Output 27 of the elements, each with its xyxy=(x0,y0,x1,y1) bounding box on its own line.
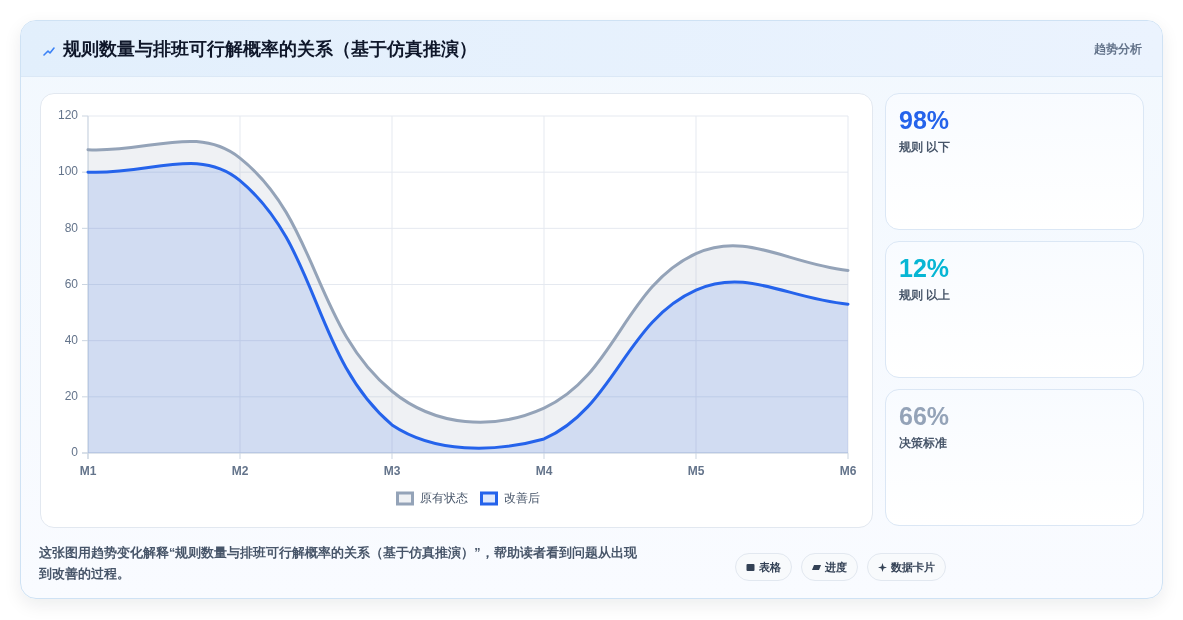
legend-label: 原有状态 xyxy=(420,491,468,504)
text: 趋势分析 xyxy=(1094,41,1142,57)
x-tick-label: M6 xyxy=(839,464,857,479)
text: 66% xyxy=(899,402,950,430)
y-tick-label: 60 xyxy=(64,276,79,291)
y-tick-label: 100 xyxy=(57,164,79,179)
chart-title: 规则数量与排班可行解概率的关系（基于仿真推演） xyxy=(63,38,477,61)
x-tick-label: M2 xyxy=(231,464,249,479)
text: 进度 xyxy=(825,559,847,575)
y-tick-label: 20 xyxy=(64,389,79,404)
text: 这张图用趋势变化解释“规则数量与排班可行解概率的关系（基于仿真推演）”，帮助读者看到问题从出现到改善的过程。 xyxy=(39,545,638,583)
category-label: 规则 以下 xyxy=(899,140,951,155)
y-tick-label: 120 xyxy=(57,108,79,123)
x-tick-label: M1 xyxy=(79,464,97,479)
y-tick-label: 40 xyxy=(64,332,79,347)
text: 数据卡片 xyxy=(891,559,935,575)
y-tick-label: 0 xyxy=(71,445,79,460)
legend-label: 改善后 xyxy=(504,490,540,504)
text: 表格 xyxy=(759,559,781,575)
text: 12% xyxy=(899,254,950,282)
x-tick-label: M4 xyxy=(535,464,553,479)
category-label: 规则 以上 xyxy=(899,288,951,303)
x-tick-label: M3 xyxy=(383,464,401,479)
x-tick-label: M5 xyxy=(687,464,705,479)
text: 98% xyxy=(899,106,950,134)
category-label: 决策标准 xyxy=(899,436,947,451)
y-tick-label: 80 xyxy=(64,220,79,235)
